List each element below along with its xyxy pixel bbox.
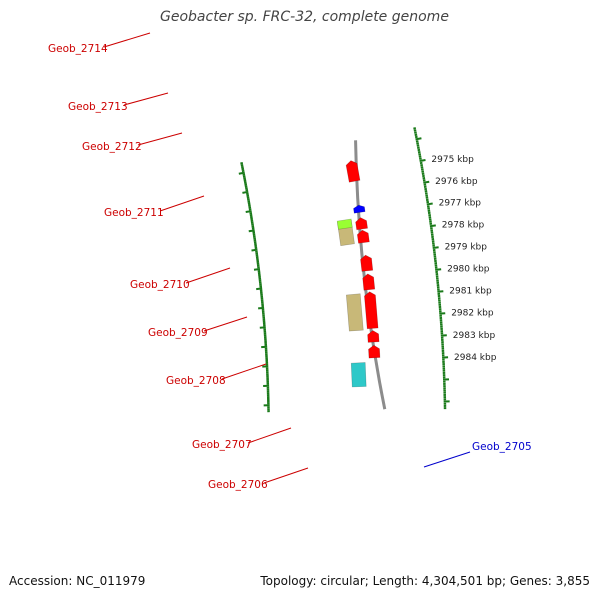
scale-tick-label: 2978 kbp bbox=[442, 221, 485, 231]
scale-tick-label: 2979 kbp bbox=[445, 243, 488, 253]
gene-geob-2706 bbox=[336, 218, 353, 230]
gene-label-leader bbox=[137, 132, 183, 146]
gene-label-geob-2714[interactable]: Geob_2714 bbox=[48, 43, 108, 55]
map-title: Geobacter sp. FRC-32, complete genome bbox=[160, 9, 449, 25]
gene-geob-2706b bbox=[355, 217, 368, 231]
gene-label-geob-2709[interactable]: Geob_2709 bbox=[148, 327, 208, 339]
scale-tick-label: 2983 kbp bbox=[453, 331, 496, 341]
major-tick bbox=[419, 158, 426, 163]
major-tick bbox=[437, 290, 444, 293]
gene-label-leader bbox=[185, 267, 231, 284]
inner-major-tick bbox=[248, 229, 255, 233]
gene-geob-2710 bbox=[364, 291, 379, 330]
scale-tick-label: 2977 kbp bbox=[439, 199, 482, 209]
major-tick bbox=[426, 202, 433, 206]
gene-label-geob-2711[interactable]: Geob_2711 bbox=[104, 207, 164, 219]
major-tick bbox=[432, 246, 439, 250]
gene-geob-2708 bbox=[360, 254, 374, 272]
inner-major-tick bbox=[251, 248, 258, 252]
gene-label-geob-2708[interactable]: Geob_2708 bbox=[166, 375, 226, 387]
gene-labels: Geob_2714 Geob_2713 Geob_2712 Geob_2711 Geob… bbox=[48, 32, 532, 491]
inner-major-tick bbox=[245, 210, 252, 214]
inner-major-tick bbox=[256, 287, 263, 291]
gene-label-leader bbox=[123, 92, 169, 106]
major-tick bbox=[423, 180, 430, 184]
gene-label-geob-2713[interactable]: Geob_2713 bbox=[68, 101, 128, 113]
gene-geob-2704 bbox=[345, 160, 361, 183]
gene-label-geob-2710[interactable]: Geob_2710 bbox=[130, 279, 190, 291]
genome-summary-text: Topology: circular; Length: 4,304,501 bp… bbox=[260, 574, 590, 588]
scale-ticks: 2984 kbp 2983 kbp 2982 kbp 2981 kbp 2980 kbp… bbox=[238, 127, 497, 413]
gene-label-leader bbox=[221, 363, 267, 380]
scale-tick-label: 2975 kbp bbox=[431, 155, 474, 165]
scale-tick-label: 2976 kbp bbox=[435, 177, 478, 187]
gene-label-geob-2707[interactable]: Geob_2707 bbox=[192, 439, 252, 451]
inner-major-tick bbox=[238, 171, 245, 175]
gene-label-leader bbox=[247, 427, 292, 444]
scale-tick-label: 2984 kbp bbox=[454, 353, 497, 363]
gene-label-geob-2706[interactable]: Geob_2706 bbox=[208, 479, 268, 491]
scale-tick-label: 2980 kbp bbox=[447, 265, 490, 275]
scale-tick-label: 2981 kbp bbox=[449, 287, 492, 297]
gene-label-leader bbox=[263, 467, 309, 484]
gene-geob-2714 bbox=[350, 362, 367, 388]
major-tick bbox=[415, 137, 422, 141]
inner-major-tick bbox=[242, 190, 249, 194]
gene-geob-2709 bbox=[362, 273, 376, 291]
inner-major-tick bbox=[253, 268, 261, 271]
gene-geob-2712 bbox=[367, 330, 380, 343]
inner-major-tick bbox=[258, 306, 265, 310]
major-tick bbox=[429, 224, 436, 228]
gene-label-geob-2712[interactable]: Geob_2712 bbox=[82, 141, 142, 153]
accession-text: Accession: NC_011979 bbox=[9, 574, 146, 588]
gene-geob-2705 bbox=[353, 204, 366, 214]
gene-label-leader bbox=[159, 195, 205, 212]
gene-label-leader bbox=[203, 316, 248, 332]
gene-label-leader bbox=[103, 32, 151, 48]
gene-label-geob-2705[interactable]: Geob_2705 bbox=[472, 441, 532, 453]
scale-tick-label: 2982 kbp bbox=[451, 309, 494, 319]
gene-features bbox=[336, 160, 381, 388]
gene-label-leader bbox=[423, 451, 471, 468]
gene-geob-2707b bbox=[356, 229, 370, 244]
gene-geob-2711 bbox=[345, 293, 364, 332]
gene-geob-2713 bbox=[368, 344, 381, 359]
major-tick bbox=[435, 268, 442, 271]
